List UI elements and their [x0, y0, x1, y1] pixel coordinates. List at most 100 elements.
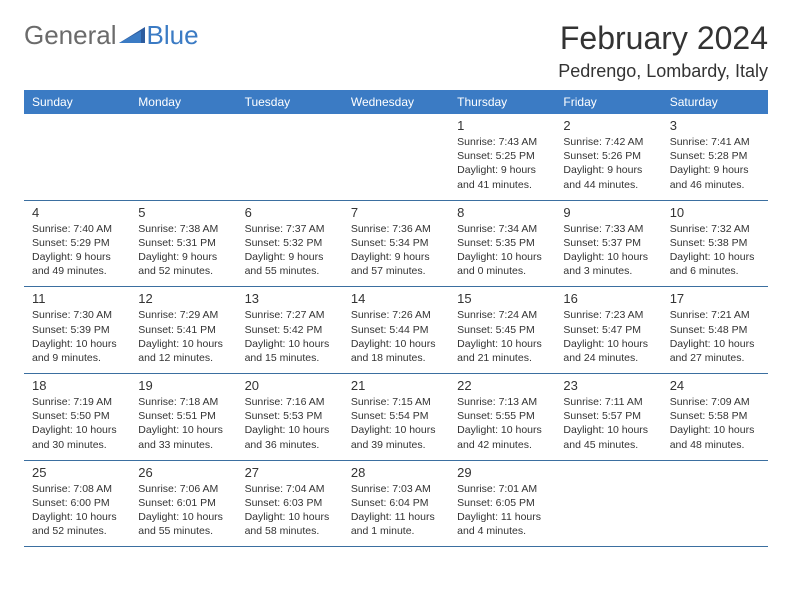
logo-text-blue: Blue — [147, 20, 199, 51]
day-number: 9 — [563, 205, 653, 220]
day-details: Sunrise: 7:01 AMSunset: 6:05 PMDaylight:… — [457, 482, 547, 539]
day-details: Sunrise: 7:41 AMSunset: 5:28 PMDaylight:… — [670, 135, 760, 192]
day-cell: 8Sunrise: 7:34 AMSunset: 5:35 PMDaylight… — [449, 200, 555, 287]
day-number: 7 — [351, 205, 441, 220]
day-cell: 5 Sunrise: 7:38 AMSunset: 5:31 PMDaylight… — [130, 200, 236, 287]
day-number: 17 — [670, 291, 760, 306]
day-details: Sunrise: 7:38 AMSunset: 5:31 PMDaylight:… — [138, 222, 228, 279]
day-number: 11 — [32, 291, 122, 306]
day-cell — [343, 114, 449, 200]
page-header: General Blue February 2024 Pedrengo, Lom… — [24, 20, 768, 82]
day-number: 12 — [138, 291, 228, 306]
day-cell: 6 Sunrise: 7:37 AMSunset: 5:32 PMDaylight… — [237, 200, 343, 287]
day-number: 10 — [670, 205, 760, 220]
day-cell: 19 Sunrise: 7:18 AMSunset: 5:51 PMDayligh… — [130, 373, 236, 460]
day-cell: 26 Sunrise: 7:06 AMSunset: 6:01 PMDayligh… — [130, 460, 236, 547]
day-details: Sunrise: 7:40 AMSunset: 5:29 PMDaylight:… — [32, 222, 122, 279]
day-details: Sunrise: 7:06 AMSunset: 6:01 PMDaylight:… — [138, 482, 228, 539]
day-details: Sunrise: 7:18 AMSunset: 5:51 PMDaylight:… — [138, 395, 228, 452]
day-number: 29 — [457, 465, 547, 480]
day-details: Sunrise: 7:03 AMSunset: 6:04 PMDaylight:… — [351, 482, 441, 539]
day-cell: 23Sunrise: 7:11 AMSunset: 5:57 PMDayligh… — [555, 373, 661, 460]
day-details: Sunrise: 7:26 AMSunset: 5:44 PMDaylight:… — [351, 308, 441, 365]
day-number: 2 — [563, 118, 653, 133]
day-details: Sunrise: 7:11 AMSunset: 5:57 PMDaylight:… — [563, 395, 653, 452]
day-number: 13 — [245, 291, 335, 306]
day-number: 6 — [245, 205, 335, 220]
day-number: 21 — [351, 378, 441, 393]
day-details: Sunrise: 7:42 AMSunset: 5:26 PMDaylight:… — [563, 135, 653, 192]
day-details: Sunrise: 7:08 AMSunset: 6:00 PMDaylight:… — [32, 482, 122, 539]
day-details: Sunrise: 7:21 AMSunset: 5:48 PMDaylight:… — [670, 308, 760, 365]
day-number: 18 — [32, 378, 122, 393]
location-subtitle: Pedrengo, Lombardy, Italy — [558, 61, 768, 82]
day-cell: 25 Sunrise: 7:08 AMSunset: 6:00 PMDayligh… — [24, 460, 130, 547]
day-details: Sunrise: 7:23 AMSunset: 5:47 PMDaylight:… — [563, 308, 653, 365]
day-cell: 22 Sunrise: 7:13 AMSunset: 5:55 PMDayligh… — [449, 373, 555, 460]
day-details: Sunrise: 7:19 AMSunset: 5:50 PMDaylight:… — [32, 395, 122, 452]
day-number: 16 — [563, 291, 653, 306]
calendar-bottom-border — [24, 546, 768, 547]
day-cell: 17 Sunrise: 7:21 AMSunset: 5:48 PMDayligh… — [662, 286, 768, 373]
month-title: February 2024 — [558, 20, 768, 57]
day-cell — [662, 460, 768, 547]
calendar-body: 1 Sunrise: 7:43 AMSunset: 5:25 PMDaylight… — [24, 114, 768, 547]
day-number: 22 — [457, 378, 547, 393]
day-cell — [555, 460, 661, 547]
day-details: Sunrise: 7:33 AMSunset: 5:37 PMDaylight:… — [563, 222, 653, 279]
day-details: Sunrise: 7:34 AMSunset: 5:35 PMDaylight:… — [457, 222, 547, 279]
day-cell: 12 Sunrise: 7:29 AMSunset: 5:41 PMDayligh… — [130, 286, 236, 373]
day-header: Saturday — [662, 90, 768, 114]
day-header: Friday — [555, 90, 661, 114]
day-details: Sunrise: 7:37 AMSunset: 5:32 PMDaylight:… — [245, 222, 335, 279]
day-cell: 16 Sunrise: 7:23 AMSunset: 5:47 PMDayligh… — [555, 286, 661, 373]
day-details: Sunrise: 7:15 AMSunset: 5:54 PMDaylight:… — [351, 395, 441, 452]
day-header: Thursday — [449, 90, 555, 114]
calendar-header-row: Sunday Monday Tuesday Wednesday Thursday… — [24, 90, 768, 114]
day-header: Tuesday — [237, 90, 343, 114]
day-cell: 13 Sunrise: 7:27 AMSunset: 5:42 PMDayligh… — [237, 286, 343, 373]
day-number: 27 — [245, 465, 335, 480]
day-header: Sunday — [24, 90, 130, 114]
day-number: 14 — [351, 291, 441, 306]
day-number: 28 — [351, 465, 441, 480]
day-cell — [237, 114, 343, 200]
day-cell: 24 Sunrise: 7:09 AMSunset: 5:58 PMDayligh… — [662, 373, 768, 460]
day-cell: 20Sunrise: 7:16 AMSunset: 5:53 PMDayligh… — [237, 373, 343, 460]
day-cell: 28 Sunrise: 7:03 AMSunset: 6:04 PMDayligh… — [343, 460, 449, 547]
logo-triangle-icon — [119, 23, 145, 48]
day-cell — [24, 114, 130, 200]
day-details: Sunrise: 7:13 AMSunset: 5:55 PMDaylight:… — [457, 395, 547, 452]
day-number: 20 — [245, 378, 335, 393]
day-number: 5 — [138, 205, 228, 220]
day-details: Sunrise: 7:32 AMSunset: 5:38 PMDaylight:… — [670, 222, 760, 279]
day-cell: 9 Sunrise: 7:33 AMSunset: 5:37 PMDaylight… — [555, 200, 661, 287]
day-cell: 15 Sunrise: 7:24 AMSunset: 5:45 PMDayligh… — [449, 286, 555, 373]
day-number: 15 — [457, 291, 547, 306]
day-details: Sunrise: 7:36 AMSunset: 5:34 PMDaylight:… — [351, 222, 441, 279]
day-details: Sunrise: 7:27 AMSunset: 5:42 PMDaylight:… — [245, 308, 335, 365]
day-cell: 21 Sunrise: 7:15 AMSunset: 5:54 PMDayligh… — [343, 373, 449, 460]
day-cell: 11 Sunrise: 7:30 AMSunset: 5:39 PMDayligh… — [24, 286, 130, 373]
day-details: Sunrise: 7:29 AMSunset: 5:41 PMDaylight:… — [138, 308, 228, 365]
day-header: Monday — [130, 90, 236, 114]
day-details: Sunrise: 7:09 AMSunset: 5:58 PMDaylight:… — [670, 395, 760, 452]
day-cell: 4Sunrise: 7:40 AMSunset: 5:29 PMDaylight… — [24, 200, 130, 287]
day-number: 3 — [670, 118, 760, 133]
day-details: Sunrise: 7:30 AMSunset: 5:39 PMDaylight:… — [32, 308, 122, 365]
day-cell: 29 Sunrise: 7:01 AMSunset: 6:05 PMDayligh… — [449, 460, 555, 547]
logo-text-general: General — [24, 20, 117, 51]
day-cell — [130, 114, 236, 200]
logo: General Blue — [24, 20, 199, 51]
title-block: February 2024 Pedrengo, Lombardy, Italy — [558, 20, 768, 82]
day-number: 1 — [457, 118, 547, 133]
day-details: Sunrise: 7:24 AMSunset: 5:45 PMDaylight:… — [457, 308, 547, 365]
day-number: 19 — [138, 378, 228, 393]
day-cell: 1 Sunrise: 7:43 AMSunset: 5:25 PMDaylight… — [449, 114, 555, 200]
day-number: 24 — [670, 378, 760, 393]
day-cell: 7 Sunrise: 7:36 AMSunset: 5:34 PMDaylight… — [343, 200, 449, 287]
day-number: 26 — [138, 465, 228, 480]
day-number: 25 — [32, 465, 122, 480]
day-details: Sunrise: 7:43 AMSunset: 5:25 PMDaylight:… — [457, 135, 547, 192]
day-cell: 18 Sunrise: 7:19 AMSunset: 5:50 PMDayligh… — [24, 373, 130, 460]
